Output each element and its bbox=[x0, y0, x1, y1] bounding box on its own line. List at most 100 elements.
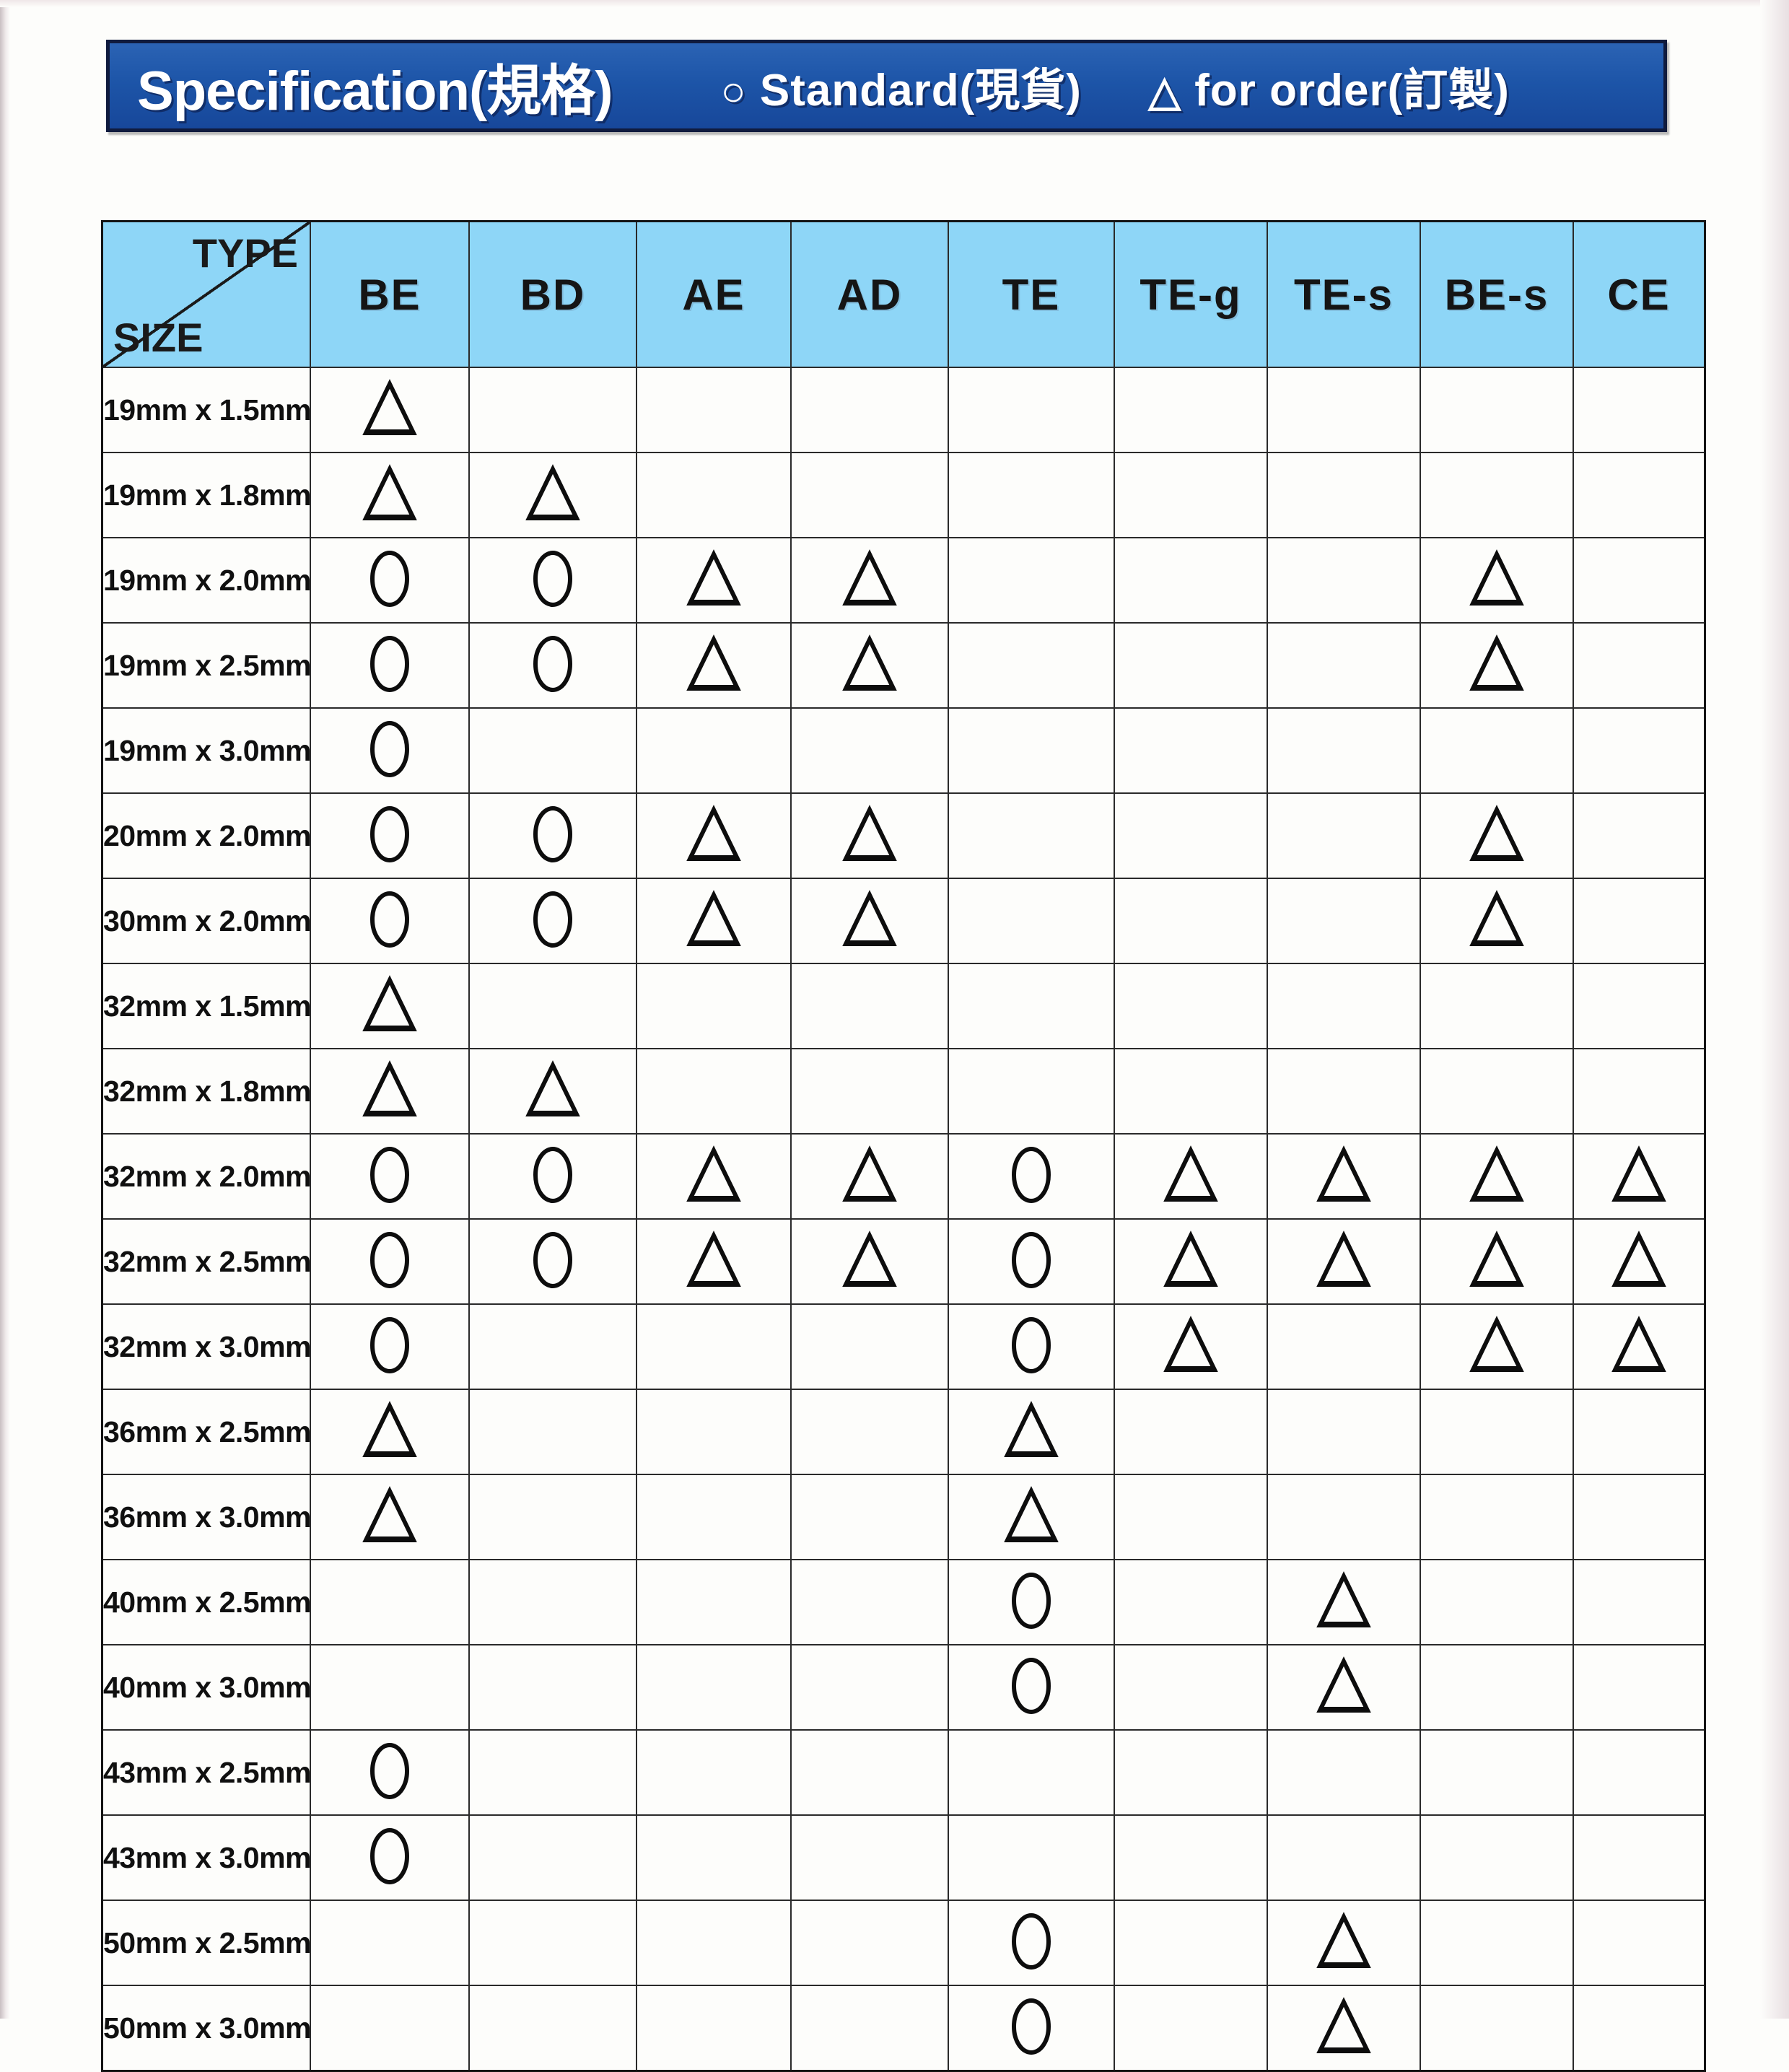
availability-cell-bd bbox=[468, 1474, 637, 1560]
paper-edge-top bbox=[0, 0, 1789, 7]
availability-cell-bd bbox=[468, 707, 637, 794]
standard-circle-icon bbox=[530, 634, 575, 694]
availability-cell-te-s bbox=[1267, 537, 1421, 624]
availability-cell-te bbox=[948, 1474, 1115, 1560]
availability-cell-be bbox=[310, 1048, 470, 1135]
standard-circle-icon bbox=[1009, 1996, 1054, 2057]
order-triangle-icon bbox=[1316, 1230, 1372, 1290]
size-label-cell: 32mm x 2.5mm bbox=[101, 1218, 312, 1305]
availability-cell-bd bbox=[468, 452, 637, 538]
order-triangle-icon bbox=[1003, 1400, 1059, 1460]
availability-cell-te bbox=[948, 537, 1115, 624]
availability-cell-be bbox=[310, 537, 470, 624]
availability-cell-ad bbox=[790, 963, 949, 1049]
availability-cell-ce bbox=[1573, 1218, 1706, 1305]
availability-cell-te bbox=[948, 1048, 1115, 1135]
availability-cell-ce bbox=[1573, 1474, 1706, 1560]
availability-cell-te bbox=[948, 1985, 1115, 2072]
availability-cell-ce bbox=[1573, 1985, 1706, 2072]
table-row: 43mm x 3.0mm bbox=[101, 1814, 1706, 1901]
table-row: 19mm x 2.5mm bbox=[101, 622, 1706, 709]
standard-circle-icon bbox=[1009, 1570, 1054, 1631]
order-triangle-icon bbox=[686, 548, 742, 608]
standard-circle-icon bbox=[1009, 1911, 1054, 1972]
availability-cell-ce bbox=[1573, 1644, 1706, 1731]
availability-cell-ae bbox=[636, 792, 792, 879]
legend-standard-label: Standard(現貨) bbox=[759, 66, 1082, 115]
availability-cell-be bbox=[310, 1729, 470, 1816]
availability-cell-ae bbox=[636, 367, 792, 453]
availability-cell-ad bbox=[790, 1048, 949, 1135]
order-triangle-icon bbox=[841, 548, 898, 608]
table-row: 50mm x 2.5mm bbox=[101, 1900, 1706, 1986]
availability-cell-be bbox=[310, 1474, 470, 1560]
availability-cell-be-s bbox=[1420, 1218, 1574, 1305]
column-header-ae: AE bbox=[636, 220, 792, 368]
availability-cell-te-s bbox=[1267, 878, 1421, 964]
availability-cell-te-s bbox=[1267, 367, 1421, 453]
availability-cell-te-g bbox=[1114, 1389, 1268, 1475]
availability-cell-bd bbox=[468, 1729, 637, 1816]
availability-cell-te-s bbox=[1267, 1389, 1421, 1475]
paper-edge-right bbox=[1760, 0, 1789, 2019]
column-header-be-s: BE-s bbox=[1420, 220, 1574, 368]
standard-circle-icon bbox=[1009, 1315, 1054, 1376]
availability-cell-bd bbox=[468, 1559, 637, 1645]
availability-cell-te-s bbox=[1267, 622, 1421, 709]
availability-cell-be-s bbox=[1420, 1389, 1574, 1475]
availability-cell-te bbox=[948, 792, 1115, 879]
specification-table-container: TYPE SIZE BE BD AE AD TE TE-g TE-s BE-s CE 19mm … bbox=[101, 220, 1706, 2072]
corner-type-size-cell: TYPE SIZE bbox=[101, 220, 311, 368]
availability-cell-ad bbox=[790, 1133, 949, 1220]
availability-cell-be bbox=[310, 1389, 470, 1475]
order-triangle-icon bbox=[1611, 1145, 1667, 1205]
availability-cell-te-g bbox=[1114, 622, 1268, 709]
availability-cell-be bbox=[310, 1303, 470, 1390]
availability-cell-te-s bbox=[1267, 1900, 1421, 1986]
availability-cell-bd bbox=[468, 1048, 637, 1135]
availability-cell-te-g bbox=[1114, 707, 1268, 794]
order-triangle-icon bbox=[362, 974, 418, 1034]
availability-cell-ad bbox=[790, 792, 949, 879]
standard-circle-icon bbox=[367, 804, 412, 865]
size-label-cell: 19mm x 2.0mm bbox=[101, 537, 312, 624]
availability-cell-ce bbox=[1573, 367, 1706, 453]
order-triangle-icon bbox=[1316, 1996, 1372, 2056]
availability-cell-ad bbox=[790, 1985, 949, 2072]
standard-circle-icon bbox=[1009, 1230, 1054, 1290]
availability-cell-ae bbox=[636, 1389, 792, 1475]
availability-cell-be-s bbox=[1420, 1985, 1574, 2072]
availability-cell-te bbox=[948, 452, 1115, 538]
table-row: 19mm x 1.8mm bbox=[101, 452, 1706, 538]
order-triangle-icon bbox=[1316, 1145, 1372, 1205]
availability-cell-ae bbox=[636, 1559, 792, 1645]
availability-cell-bd bbox=[468, 622, 637, 709]
availability-cell-be bbox=[310, 707, 470, 794]
availability-cell-ae bbox=[636, 1985, 792, 2072]
availability-cell-te-s bbox=[1267, 1133, 1421, 1220]
availability-cell-be bbox=[310, 1559, 470, 1645]
availability-cell-te-g bbox=[1114, 1303, 1268, 1390]
order-triangle-icon bbox=[362, 1059, 418, 1119]
order-triangle-icon bbox=[686, 1230, 742, 1290]
availability-cell-te-g bbox=[1114, 1985, 1268, 2072]
size-label-cell: 43mm x 2.5mm bbox=[101, 1729, 312, 1816]
order-triangle-icon bbox=[1469, 1145, 1525, 1205]
availability-cell-ce bbox=[1573, 1303, 1706, 1390]
availability-cell-te bbox=[948, 1389, 1115, 1475]
order-triangle-icon bbox=[841, 634, 898, 694]
order-triangle-icon bbox=[362, 1400, 418, 1460]
availability-cell-be-s bbox=[1420, 452, 1574, 538]
column-header-be: BE bbox=[310, 220, 470, 368]
size-label-cell: 40mm x 3.0mm bbox=[101, 1644, 312, 1731]
availability-cell-te bbox=[948, 1133, 1115, 1220]
specification-table: TYPE SIZE BE BD AE AD TE TE-g TE-s BE-s CE 19mm … bbox=[101, 220, 1706, 2072]
availability-cell-be-s bbox=[1420, 622, 1574, 709]
availability-cell-ad bbox=[790, 1644, 949, 1731]
availability-cell-bd bbox=[468, 537, 637, 624]
column-header-ce: CE bbox=[1573, 220, 1706, 368]
corner-type-label: TYPE bbox=[192, 230, 298, 276]
order-triangle-icon bbox=[1469, 1315, 1525, 1375]
diagonal-divider-icon bbox=[103, 222, 310, 367]
availability-cell-be-s bbox=[1420, 1133, 1574, 1220]
